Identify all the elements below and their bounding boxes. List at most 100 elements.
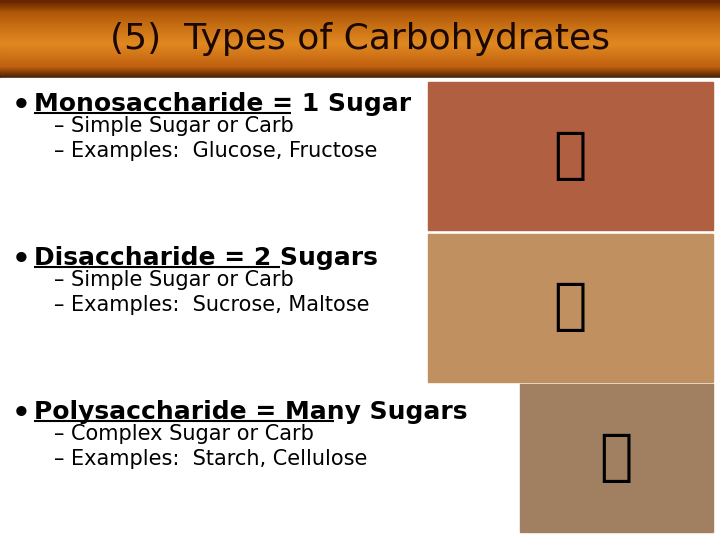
Bar (0, 60, 720, 63)
Bar (0, 72, 720, 74)
Bar (0, 10, 720, 12)
Bar (0, 45, 720, 47)
Bar (0, 48, 720, 50)
Bar (0, 31, 720, 33)
Bar (0, 41, 720, 43)
Bar (0, 14, 720, 16)
Text: Disaccharide = 2 Sugars: Disaccharide = 2 Sugars (34, 246, 378, 270)
Bar (0, 64, 720, 66)
Bar (0, 52, 720, 53)
Bar (0, 75, 720, 77)
Text: 🥔: 🥔 (599, 431, 633, 485)
Bar (0, 1, 720, 3)
Bar (0, 29, 720, 31)
Bar (0, 68, 720, 69)
Text: – Simple Sugar or Carb: – Simple Sugar or Carb (54, 271, 294, 291)
Bar (0, 69, 720, 70)
Bar (0, 70, 720, 72)
Bar (0, 40, 720, 42)
Bar (0, 47, 720, 49)
Bar (0, 2, 720, 4)
Bar (428, 234, 713, 382)
Bar (428, 82, 713, 230)
Bar (0, 35, 720, 36)
Text: – Simple Sugar or Carb: – Simple Sugar or Carb (54, 116, 294, 136)
Text: •: • (12, 246, 31, 274)
Bar (0, 36, 720, 38)
Bar (0, 75, 720, 76)
Bar (0, 19, 720, 22)
Bar (0, 25, 720, 28)
Bar (0, 23, 720, 24)
Text: •: • (12, 400, 31, 428)
Text: 🍨: 🍨 (554, 280, 587, 334)
Bar (0, 32, 720, 34)
Bar (0, 0, 720, 2)
Bar (0, 59, 720, 60)
Bar (0, 17, 720, 18)
Text: – Examples:  Starch, Cellulose: – Examples: Starch, Cellulose (54, 449, 367, 469)
Bar (0, 19, 720, 21)
Bar (0, 57, 720, 58)
Bar (0, 43, 720, 45)
Bar (0, 35, 720, 37)
Bar (0, 39, 720, 41)
Bar (0, 78, 720, 540)
Bar (0, 70, 720, 71)
Bar (0, 12, 720, 14)
Bar (0, 50, 720, 52)
Bar (0, 73, 720, 75)
Text: – Complex Sugar or Carb: – Complex Sugar or Carb (54, 424, 314, 444)
Bar (0, 55, 720, 57)
Bar (0, 54, 720, 56)
Bar (0, 26, 720, 28)
Bar (0, 63, 720, 64)
Bar (0, 71, 720, 73)
Bar (0, 64, 720, 65)
Bar (0, 3, 720, 5)
Bar (0, 33, 720, 35)
Bar (0, 46, 720, 48)
Bar (0, 51, 720, 52)
Bar (0, 18, 720, 19)
Bar (0, 62, 720, 63)
Bar (0, 24, 720, 26)
Bar (0, 16, 720, 17)
Bar (0, 13, 720, 15)
Bar (0, 37, 720, 39)
Text: Polysaccharide = Many Sugars: Polysaccharide = Many Sugars (34, 400, 467, 424)
Bar (0, 42, 720, 44)
Bar (0, 28, 720, 29)
Bar (0, 65, 720, 68)
Text: – Examples:  Sucrose, Maltose: – Examples: Sucrose, Maltose (54, 295, 369, 315)
Bar (0, 59, 720, 62)
Bar (0, 9, 720, 11)
Text: – Examples:  Glucose, Fructose: – Examples: Glucose, Fructose (54, 141, 377, 161)
Bar (0, 11, 720, 12)
Bar (0, 4, 720, 6)
Bar (0, 21, 720, 23)
Bar (0, 0, 720, 1)
Bar (0, 6, 720, 8)
Text: (5)  Types of Carbohydrates: (5) Types of Carbohydrates (110, 22, 610, 56)
Bar (520, 384, 713, 532)
Bar (0, 29, 720, 30)
Text: Monosaccharide = 1 Sugar: Monosaccharide = 1 Sugar (34, 92, 411, 116)
Bar (0, 5, 720, 7)
Bar (0, 38, 720, 40)
Bar (0, 22, 720, 23)
Bar (0, 56, 720, 58)
Bar (0, 53, 720, 55)
Bar (0, 44, 720, 46)
Bar (0, 66, 720, 68)
Bar (0, 58, 720, 59)
Bar (0, 24, 720, 25)
Bar (0, 49, 720, 51)
Bar (0, 7, 720, 9)
Bar (0, 76, 720, 78)
Bar (0, 15, 720, 17)
Bar (0, 30, 720, 32)
Text: 🍫: 🍫 (554, 129, 587, 183)
Bar (0, 8, 720, 10)
Text: •: • (12, 92, 31, 120)
